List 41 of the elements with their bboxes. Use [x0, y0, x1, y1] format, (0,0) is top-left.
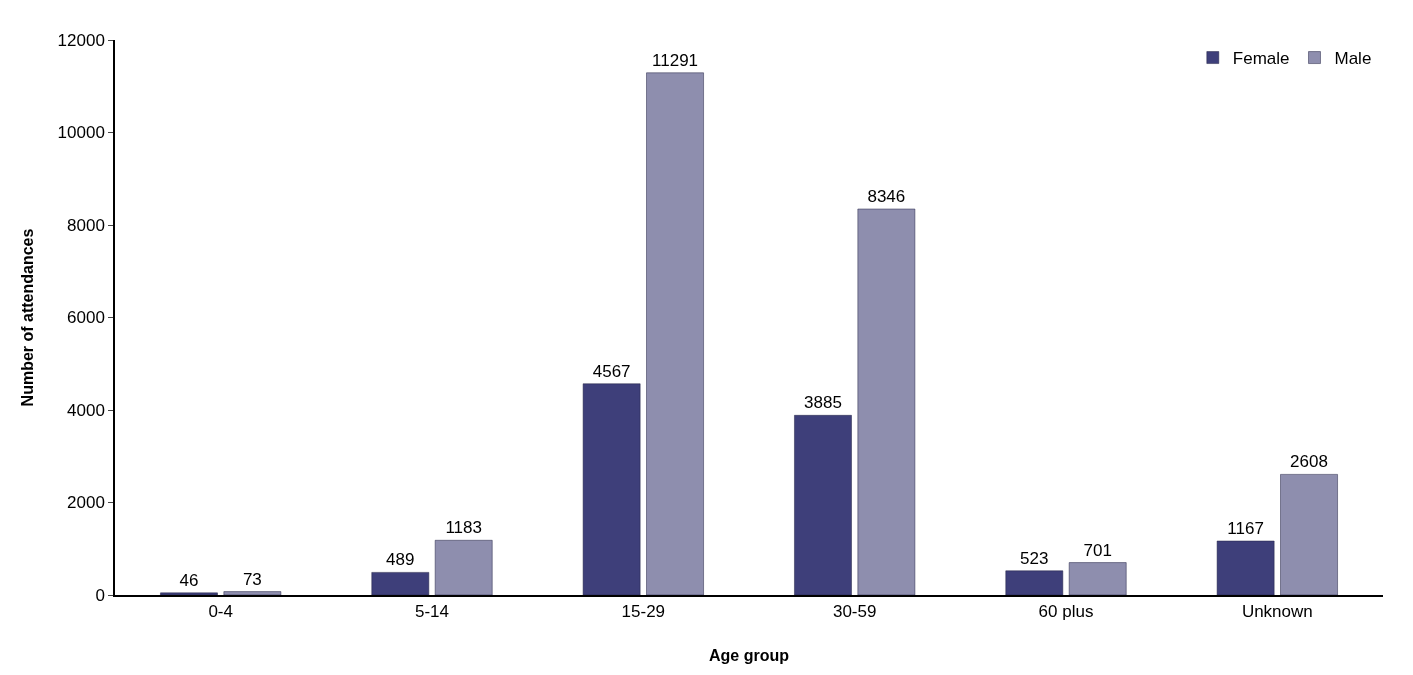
y-tick-label: 4000	[67, 400, 105, 420]
y-tick-label: 8000	[67, 215, 105, 235]
y-tick-label: 6000	[67, 308, 105, 328]
bar	[434, 540, 493, 595]
data-label: 73	[242, 569, 262, 589]
bar	[1280, 474, 1338, 595]
data-label: 3885	[804, 393, 842, 413]
x-tick-label: 5-14	[414, 602, 450, 622]
x-tick-label: 30-59	[832, 602, 877, 622]
bar	[794, 415, 852, 595]
data-label: 8346	[867, 187, 906, 206]
y-axis-title: Number of attendances	[18, 228, 36, 407]
bar	[1005, 570, 1064, 595]
x-tick-label: Unknown	[1241, 602, 1313, 622]
legend-label: Male	[1334, 49, 1372, 69]
data-label: 1183	[445, 518, 482, 538]
data-label: 489	[386, 550, 415, 570]
bar	[223, 591, 282, 595]
bar	[646, 72, 704, 595]
bar	[1216, 540, 1275, 595]
x-tick-label: 60 plus	[1038, 602, 1094, 622]
data-label: 523	[1020, 548, 1049, 568]
x-tick-label: 0-4	[208, 602, 233, 622]
y-tick-label: 0	[95, 585, 105, 605]
bar	[1068, 562, 1127, 595]
data-label: 1167	[1227, 519, 1264, 539]
bar	[582, 383, 641, 595]
data-label: 701	[1083, 540, 1112, 560]
x-tick-label: 15-29	[621, 602, 666, 622]
data-label: 46	[179, 570, 199, 590]
bar	[371, 572, 430, 595]
bar	[160, 592, 218, 595]
bar	[857, 208, 916, 595]
legend-label: Female	[1232, 49, 1290, 69]
y-tick-label: 10000	[57, 123, 105, 143]
y-tick-label: 2000	[67, 493, 105, 513]
data-label: 2608	[1290, 452, 1328, 472]
y-tick-label: 12000	[57, 30, 105, 50]
data-label: 11291	[652, 50, 699, 70]
data-label: 4567	[592, 361, 631, 381]
x-axis-title: Age group	[709, 647, 790, 665]
